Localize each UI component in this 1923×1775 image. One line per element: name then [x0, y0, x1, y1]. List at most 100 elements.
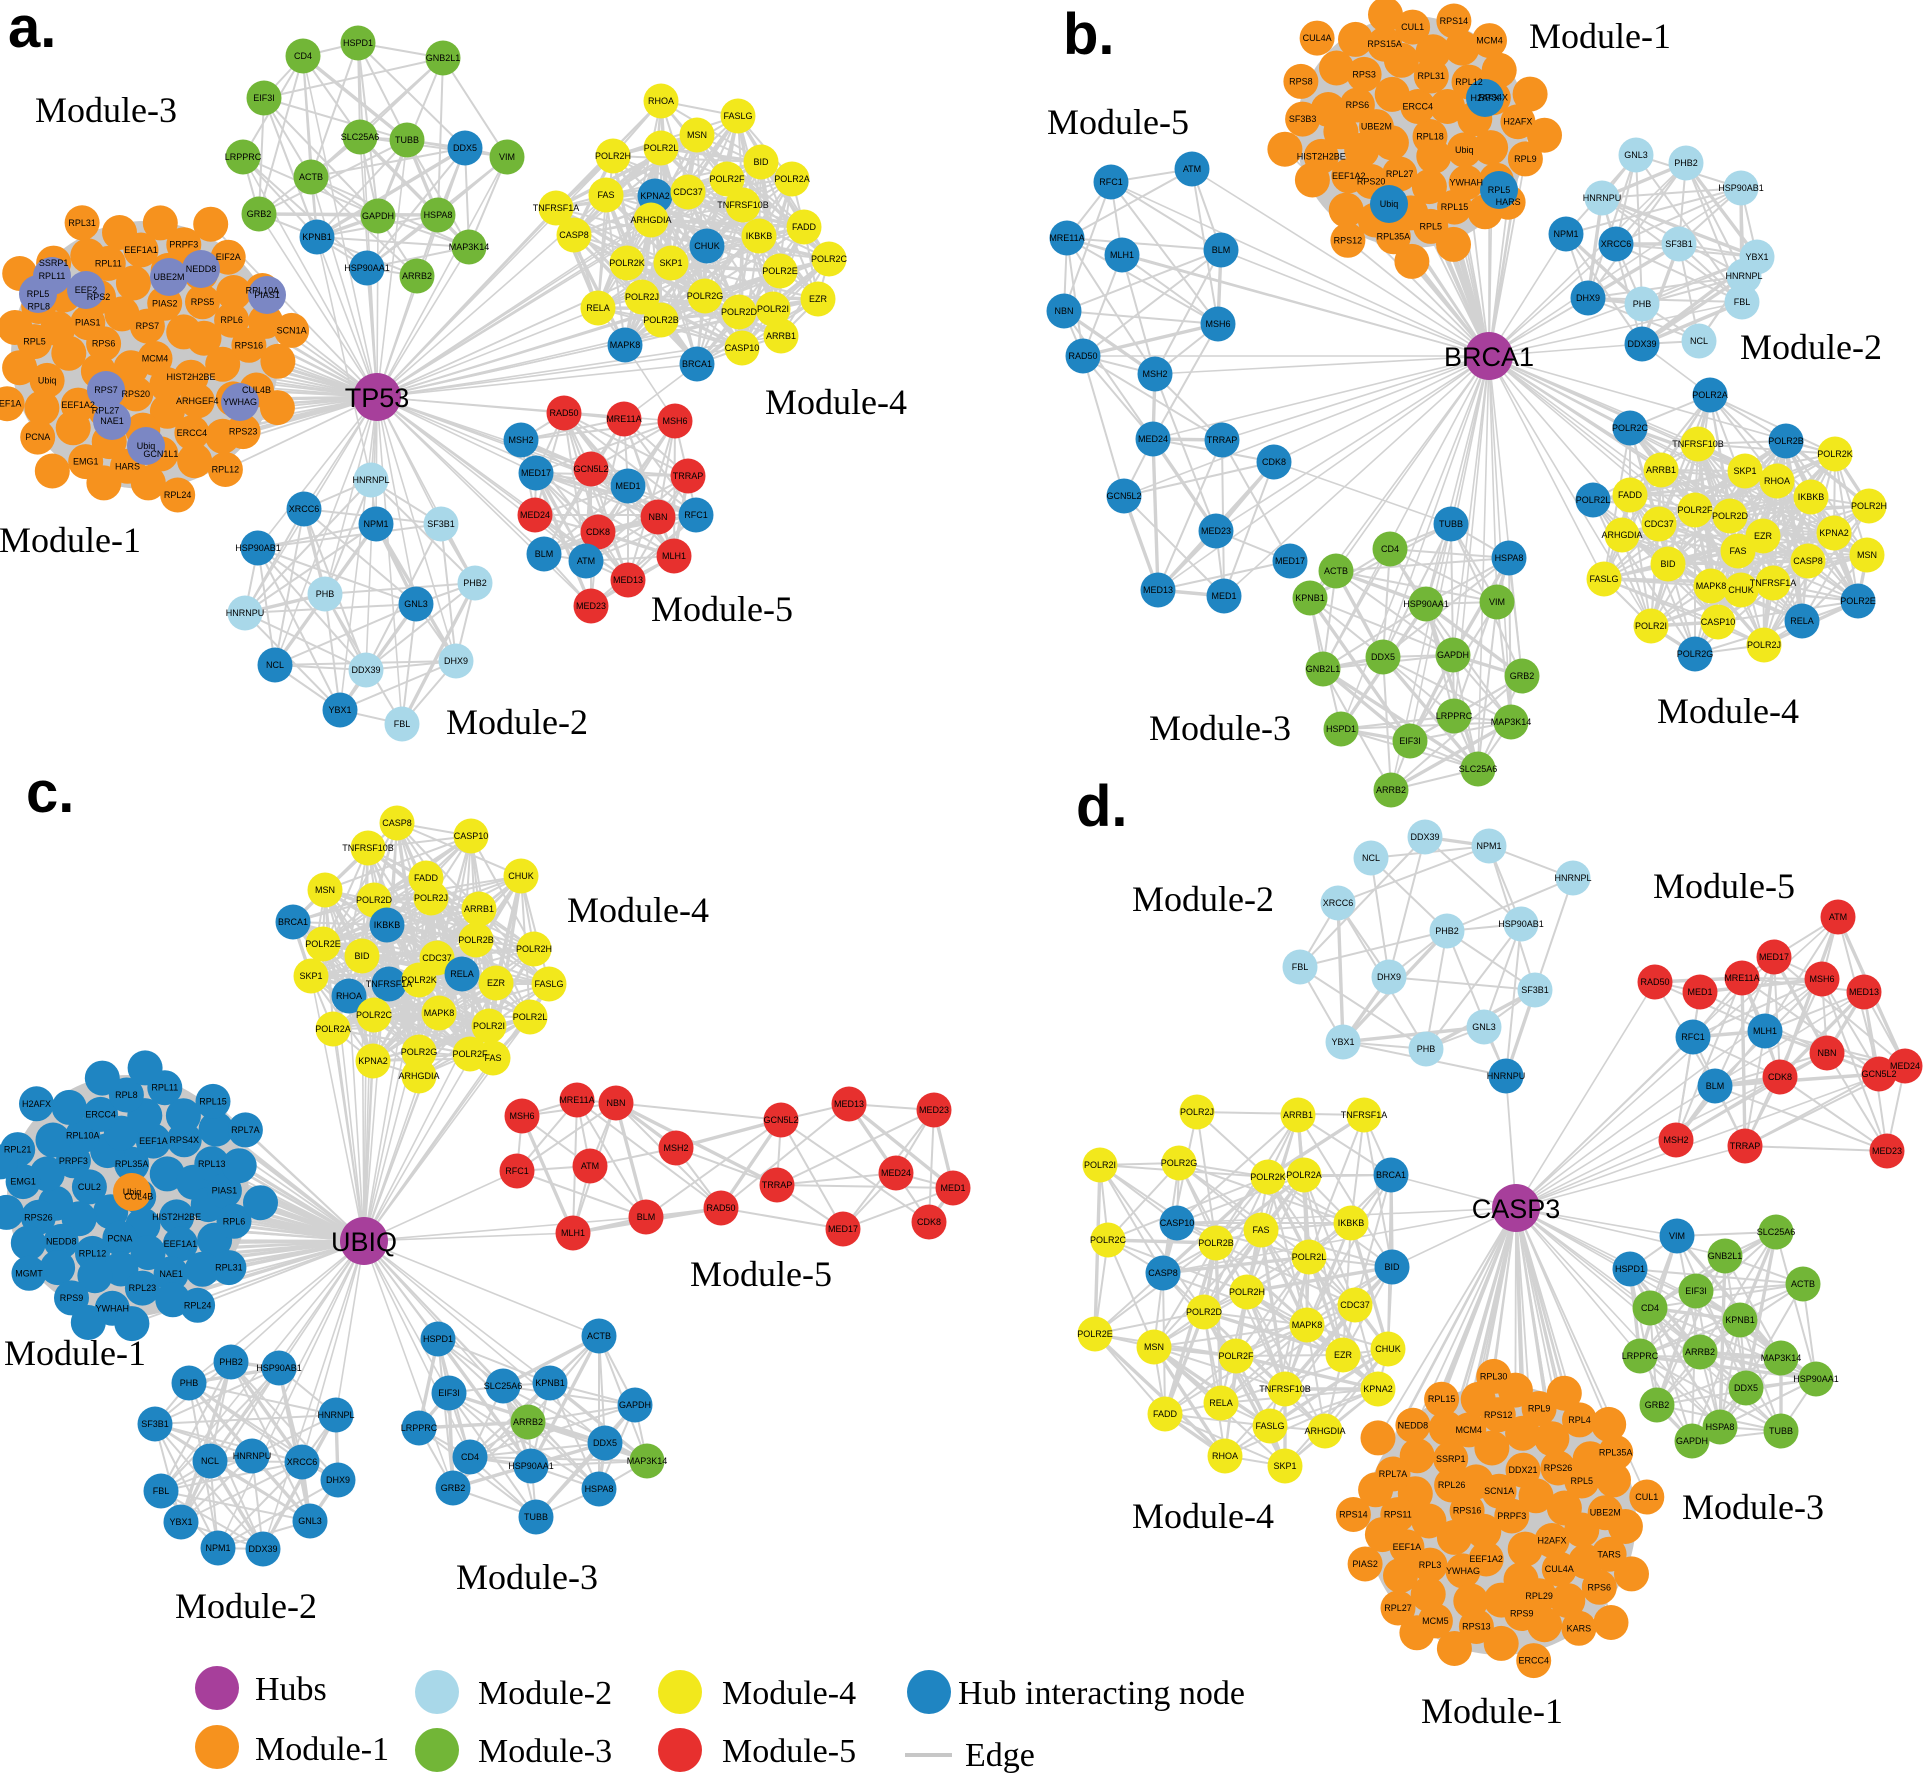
svg-text:POLR2J: POLR2J: [1747, 640, 1781, 650]
svg-text:POLR2B: POLR2B: [458, 935, 494, 945]
svg-text:ARRB2: ARRB2: [1685, 1347, 1715, 1357]
svg-text:LRPPRC: LRPPRC: [1436, 711, 1473, 721]
svg-text:ERCC4: ERCC4: [1518, 1656, 1549, 1666]
svg-text:RPS14: RPS14: [1440, 16, 1469, 26]
svg-text:POLR2C: POLR2C: [1612, 423, 1649, 433]
svg-text:RPL5: RPL5: [1571, 1476, 1594, 1486]
svg-text:MAPK8: MAPK8: [1696, 581, 1727, 591]
svg-text:POLR2L: POLR2L: [1292, 1252, 1327, 1262]
svg-text:RPL12: RPL12: [1455, 77, 1483, 87]
svg-text:MLH1: MLH1: [561, 1228, 585, 1238]
svg-text:NBN: NBN: [1054, 306, 1073, 316]
svg-text:TNFRSF1A: TNFRSF1A: [366, 979, 413, 989]
svg-text:NAE1: NAE1: [159, 1269, 183, 1279]
svg-text:LRPPRC: LRPPRC: [401, 1423, 438, 1433]
svg-text:RFC1: RFC1: [684, 510, 708, 520]
svg-text:HSP90AB1: HSP90AB1: [256, 1363, 302, 1373]
svg-text:RPL8: RPL8: [27, 302, 50, 312]
svg-text:ARRB1: ARRB1: [1283, 1110, 1313, 1120]
svg-text:PHB2: PHB2: [1674, 158, 1698, 168]
svg-text:Module-1: Module-1: [255, 1731, 389, 1768]
svg-text:EZR: EZR: [809, 294, 828, 304]
svg-text:EIF3I: EIF3I: [438, 1388, 460, 1398]
svg-text:GNB2L1: GNB2L1: [426, 53, 461, 63]
svg-text:MSH6: MSH6: [509, 1111, 534, 1121]
svg-text:HNRNPL: HNRNPL: [1725, 271, 1762, 281]
svg-text:PRPF3: PRPF3: [169, 240, 198, 250]
svg-text:GNL3: GNL3: [1624, 150, 1648, 160]
svg-text:RPL27: RPL27: [1386, 169, 1414, 179]
svg-text:FAS: FAS: [1252, 1225, 1269, 1235]
svg-text:HIST2H2BE: HIST2H2BE: [152, 1212, 201, 1222]
svg-text:MED17: MED17: [521, 468, 551, 478]
svg-text:CDK8: CDK8: [1262, 457, 1286, 467]
svg-text:BID: BID: [1384, 1262, 1400, 1272]
svg-text:HNRNPL: HNRNPL: [352, 475, 389, 485]
svg-text:Ubiq: Ubiq: [1380, 199, 1399, 209]
svg-text:SKP1: SKP1: [1273, 1461, 1296, 1471]
svg-text:POLR2I: POLR2I: [757, 304, 789, 314]
svg-text:EZR: EZR: [487, 978, 506, 988]
svg-text:RPL15: RPL15: [1441, 202, 1469, 212]
svg-text:DHX9: DHX9: [326, 1475, 350, 1485]
svg-text:POLR2B: POLR2B: [1768, 436, 1804, 446]
svg-text:TNFRSF10B: TNFRSF10B: [1672, 439, 1724, 449]
svg-text:ERCC4: ERCC4: [177, 428, 208, 438]
svg-text:RPL7A: RPL7A: [231, 1125, 260, 1135]
svg-text:Module-3: Module-3: [1149, 708, 1291, 748]
svg-text:ATM: ATM: [1183, 164, 1201, 174]
svg-text:YWHAG: YWHAG: [223, 397, 257, 407]
svg-text:MED24: MED24: [1138, 434, 1168, 444]
svg-text:IKBKB: IKBKB: [1798, 492, 1825, 502]
svg-text:EZR: EZR: [1334, 1350, 1353, 1360]
svg-text:MED24: MED24: [520, 510, 550, 520]
svg-text:Module-3: Module-3: [1682, 1487, 1824, 1527]
svg-text:POLR2C: POLR2C: [1090, 1235, 1127, 1245]
svg-text:POLR2D: POLR2D: [356, 895, 393, 905]
svg-text:RPL12: RPL12: [212, 465, 240, 475]
svg-text:SSRP1: SSRP1: [1436, 1454, 1466, 1464]
svg-text:HARS: HARS: [1496, 197, 1521, 207]
svg-text:MED24: MED24: [1890, 1061, 1920, 1071]
svg-text:POLR2J: POLR2J: [1180, 1107, 1214, 1117]
svg-text:CUL4B: CUL4B: [242, 385, 271, 395]
svg-text:HIST2H2BE: HIST2H2BE: [166, 372, 215, 382]
svg-text:Module-3: Module-3: [456, 1557, 598, 1597]
svg-text:BRCA1: BRCA1: [1376, 1170, 1406, 1180]
svg-text:TNFRSF1A: TNFRSF1A: [1341, 1110, 1388, 1120]
svg-text:ARHGDIA: ARHGDIA: [630, 215, 671, 225]
svg-text:BID: BID: [753, 157, 769, 167]
svg-text:HNRNPL: HNRNPL: [317, 1410, 354, 1420]
svg-text:CASP10: CASP10: [454, 831, 489, 841]
svg-text:RPL35A: RPL35A: [1377, 232, 1411, 242]
svg-text:RPL27: RPL27: [1384, 1603, 1412, 1613]
svg-text:RPS7: RPS7: [94, 385, 118, 395]
svg-text:DDX5: DDX5: [1371, 652, 1395, 662]
svg-text:RPL31: RPL31: [215, 1263, 243, 1273]
svg-text:Ubiq: Ubiq: [137, 441, 156, 451]
svg-text:BLM: BLM: [535, 549, 554, 559]
svg-text:GCN5L2: GCN5L2: [1106, 491, 1141, 501]
svg-text:PHB: PHB: [180, 1378, 199, 1388]
svg-text:EEF1A2: EEF1A2: [1469, 1554, 1503, 1564]
svg-text:EIF3I: EIF3I: [1399, 736, 1421, 746]
svg-text:KPNB1: KPNB1: [535, 1378, 565, 1388]
svg-text:EIF3I: EIF3I: [1685, 1286, 1707, 1296]
svg-text:NCL: NCL: [201, 1456, 219, 1466]
svg-text:POLR2D: POLR2D: [721, 307, 758, 317]
svg-text:CDC37: CDC37: [1340, 1300, 1370, 1310]
svg-text:EEF1A: EEF1A: [1393, 1542, 1422, 1552]
svg-text:RPS3: RPS3: [1352, 69, 1376, 79]
svg-text:VIM: VIM: [1489, 597, 1505, 607]
svg-text:FAS: FAS: [597, 190, 614, 200]
svg-text:MSH2: MSH2: [1142, 369, 1167, 379]
svg-text:CD4: CD4: [1381, 544, 1399, 554]
svg-text:ARHGDIA: ARHGDIA: [1304, 1426, 1345, 1436]
svg-text:DDX39: DDX39: [248, 1544, 277, 1554]
svg-text:H2AFX: H2AFX: [1470, 93, 1499, 103]
svg-text:POLR2B: POLR2B: [1198, 1238, 1234, 1248]
svg-text:Ubiq: Ubiq: [38, 375, 57, 385]
svg-text:DDX5: DDX5: [453, 143, 477, 153]
svg-text:SCN1A: SCN1A: [1484, 1486, 1514, 1496]
svg-text:HSPD1: HSPD1: [343, 38, 373, 48]
